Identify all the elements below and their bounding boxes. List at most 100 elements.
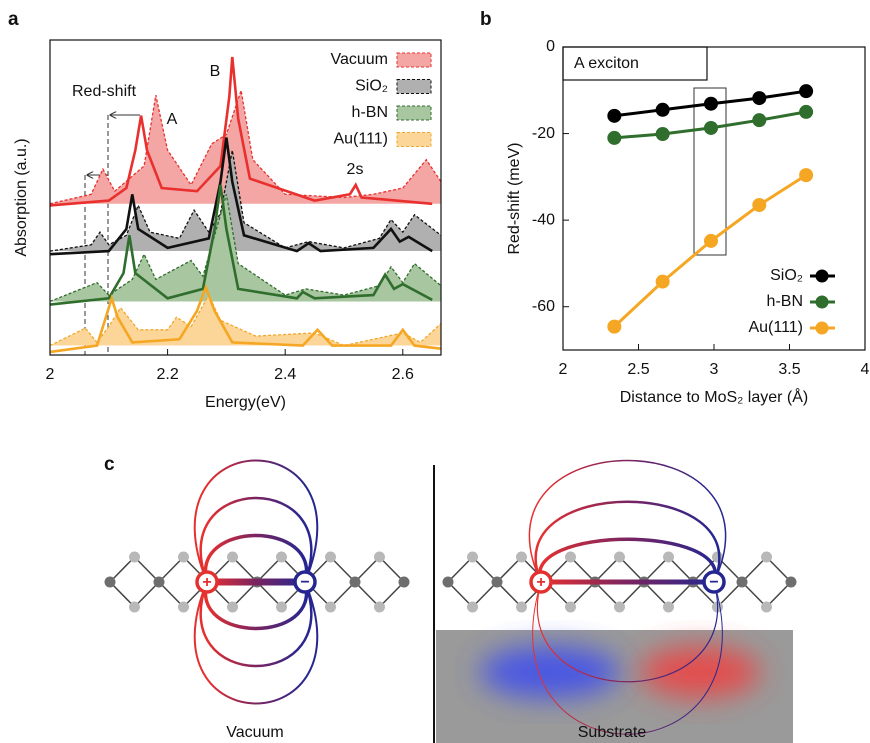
bond (378, 581, 405, 608)
area-fill (50, 90, 441, 204)
bond (447, 581, 474, 608)
bond (158, 581, 185, 608)
bond (256, 581, 283, 608)
bond (692, 556, 719, 583)
bond (231, 581, 258, 608)
atom (129, 551, 140, 563)
bond (447, 556, 474, 583)
panel-label: b (480, 9, 492, 30)
marker (607, 319, 622, 334)
atom (467, 551, 478, 563)
series-line (50, 283, 441, 354)
panel-label: c (104, 454, 115, 475)
annotation-box (562, 46, 708, 81)
y-tick-label: -20 (532, 125, 555, 142)
series-line (50, 150, 441, 252)
atom (374, 551, 385, 563)
charges (195, 570, 726, 594)
annotation: A exciton (574, 55, 639, 72)
atom (178, 551, 189, 563)
x-tick-label: 4 (861, 361, 870, 378)
atom (325, 551, 336, 563)
y-axis-label: Absorption (a.u.) (13, 138, 30, 256)
bond (716, 581, 743, 608)
substrate (436, 630, 793, 743)
bond (109, 581, 136, 608)
bond (569, 581, 596, 608)
x-tick-label: 2.5 (627, 361, 649, 378)
bond (741, 556, 768, 583)
bond (765, 581, 792, 608)
atom (565, 601, 576, 613)
atom (467, 601, 478, 613)
bond (133, 556, 160, 583)
x-tick-label: 2.6 (392, 366, 414, 383)
atom (565, 551, 576, 563)
atom (442, 576, 454, 588)
atom (491, 576, 503, 588)
legend-swatch (396, 52, 432, 68)
x-tick-label: 2.2 (156, 366, 178, 383)
bond (133, 581, 160, 608)
panel-caption: Substrate (578, 724, 647, 741)
atom (398, 576, 410, 588)
field-lines (193, 459, 727, 735)
marker (655, 127, 670, 142)
atom (104, 576, 116, 588)
atom (614, 601, 625, 613)
bond (692, 581, 719, 608)
highlight-box (693, 87, 727, 256)
atom (276, 551, 287, 563)
series-line (50, 56, 433, 207)
bond (496, 556, 523, 583)
marker (703, 233, 718, 248)
marker (607, 130, 622, 145)
bond (109, 556, 136, 583)
bond (667, 581, 694, 608)
legend-swatch (396, 105, 432, 121)
x-tick-label: 2 (559, 361, 568, 378)
atom (736, 576, 748, 588)
bond (569, 556, 596, 583)
marker (655, 102, 670, 117)
bond (158, 556, 185, 583)
marker (752, 113, 767, 128)
legend-label: h-BN (352, 104, 388, 121)
axes-frame (49, 39, 442, 356)
bond (643, 581, 670, 608)
annotation: 2s (347, 161, 364, 178)
atom (374, 601, 385, 613)
marker (752, 91, 767, 106)
marker (655, 274, 670, 289)
marker (752, 197, 767, 212)
atom (276, 601, 287, 613)
charge-minus: − (709, 574, 718, 591)
legend-label: SiO₂ (770, 267, 803, 284)
bond (643, 556, 670, 583)
bond (594, 556, 621, 583)
atom (227, 601, 238, 613)
legend-swatch (396, 79, 432, 94)
bond (329, 581, 356, 608)
x-tick-label: 2 (46, 366, 55, 383)
atom (785, 576, 797, 588)
charge-minus: − (300, 574, 309, 591)
series-line (50, 184, 433, 306)
bond (329, 556, 356, 583)
bond (618, 581, 645, 608)
legend-label: Vacuum (330, 51, 388, 68)
bond (765, 556, 792, 583)
x-tick-label: 3 (710, 361, 719, 378)
marker (799, 104, 814, 119)
bond (256, 556, 283, 583)
atom (761, 601, 772, 613)
atom (153, 576, 165, 588)
bond (741, 581, 768, 608)
legend-label: h-BN (767, 293, 803, 310)
series-line (50, 137, 433, 256)
atom (614, 551, 625, 563)
y-axis-label: Red-shift (meV) (506, 142, 523, 254)
charge-plus: + (202, 574, 211, 591)
y-tick-label: 0 (546, 38, 555, 55)
